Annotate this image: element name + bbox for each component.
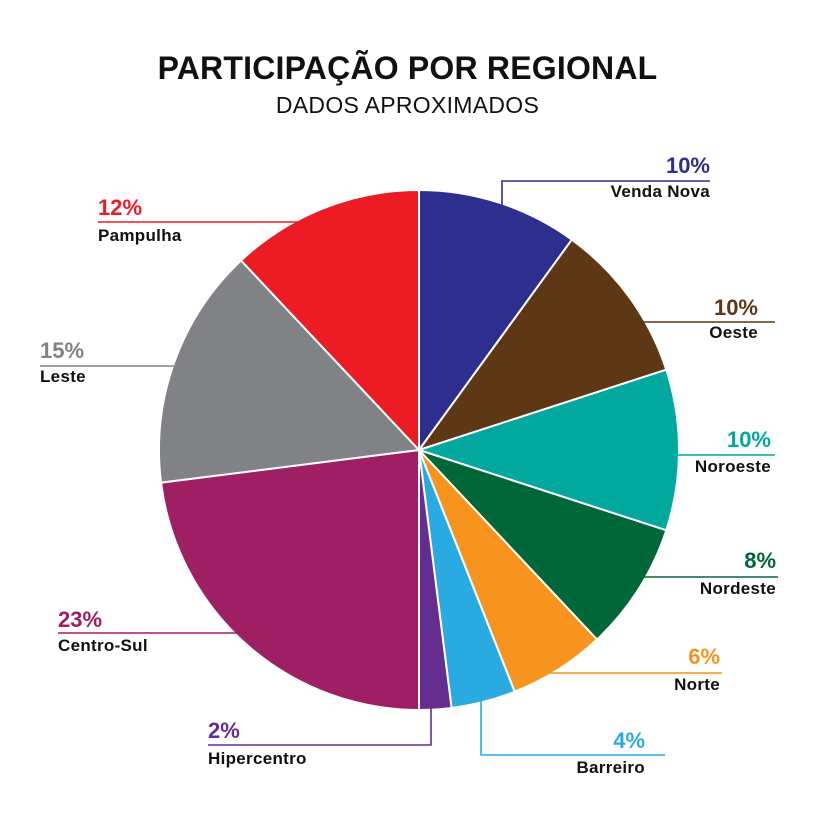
pct-label-barreiro: 4% [613, 728, 645, 753]
name-label-leste: Leste [40, 367, 86, 386]
pct-label-hipercentro: 2% [208, 718, 240, 743]
labels-layer: 10% Venda Nova 10% Oeste 10% Noroeste 8% Nordes… [40, 153, 778, 777]
name-label-hipercentro: Hipercentro [208, 749, 307, 768]
name-label-noroeste: Noroeste [695, 457, 771, 476]
name-label-oeste: Oeste [709, 323, 758, 342]
leader-line-venda-nova [501, 180, 710, 258]
name-label-barreiro: Barreiro [576, 758, 645, 777]
name-label-pampulha: Pampulha [98, 226, 182, 245]
slices-layer [158, 189, 680, 711]
chart-title: PARTICIPAÇÃO POR REGIONAL [157, 50, 658, 86]
pie-slice-noroeste [418, 368, 680, 532]
pct-label-pampulha: 12% [98, 195, 142, 220]
leader-line-hipercentro [208, 705, 432, 746]
name-label-venda-nova: Venda Nova [611, 182, 711, 201]
name-label-centro-sul: Centro-Sul [58, 636, 148, 655]
leader-line-barreiro [480, 700, 665, 756]
pct-label-venda-nova: 10% [666, 153, 710, 178]
pie-slice-centro-sul [160, 449, 420, 711]
pct-label-oeste: 10% [714, 295, 758, 320]
pie-slice-nordeste [418, 449, 668, 641]
pct-label-noroeste: 10% [727, 427, 771, 452]
pie-slice-oeste [418, 238, 668, 451]
pct-label-norte: 6% [688, 644, 720, 669]
name-label-norte: Norte [674, 675, 720, 694]
name-label-nordeste: Nordeste [700, 579, 776, 598]
pie-slice-pampulha [240, 189, 420, 451]
chart-subtitle: DADOS APROXIMADOS [275, 92, 540, 118]
pct-label-leste: 15% [40, 338, 84, 363]
pie-slice-leste [158, 259, 420, 484]
pie-slice-venda-nova [418, 189, 573, 451]
pct-label-nordeste: 8% [744, 548, 776, 573]
pct-label-centro-sul: 23% [58, 607, 102, 632]
